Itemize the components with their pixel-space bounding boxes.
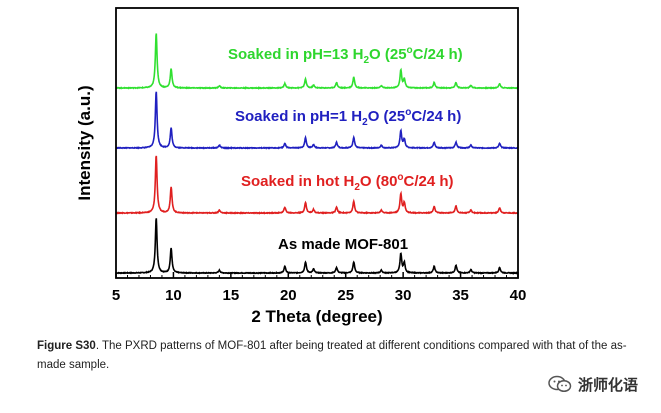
series-label: Soaked in hot H2O (80oC/24 h): [241, 172, 454, 193]
series-label-part: As made MOF-801: [278, 236, 408, 253]
series-label-part: C/24 h): [413, 46, 463, 63]
figure-caption: Figure S30. The PXRD patterns of MOF-801…: [37, 337, 627, 375]
plot-frame: [115, 7, 519, 279]
series-label: Soaked in pH=13 H2O (25oC/24 h): [228, 45, 463, 66]
x-tick-label: 35: [452, 287, 469, 304]
watermark: 浙师化语: [548, 372, 658, 396]
series-line: [115, 218, 519, 275]
watermark-text: 浙师化语: [578, 375, 639, 394]
figure-caption-text: . The PXRD patterns of MOF-801 after bei…: [37, 340, 627, 371]
series-label-part: 2: [362, 117, 368, 128]
y-axis-label: Intensity (a.u.): [75, 85, 94, 200]
series-label-part: 2: [354, 182, 360, 193]
series-label-part: Soaked in pH=13 H: [228, 46, 363, 63]
x-tick-label: 15: [223, 287, 240, 304]
figure-caption-label: Figure S30: [37, 340, 96, 352]
series-label-part: C/24 h): [411, 108, 461, 125]
series-label-part: o: [407, 45, 413, 56]
series-label-part: O (25: [368, 108, 406, 125]
x-tick-label: 5: [112, 287, 120, 304]
series-line: [115, 155, 519, 215]
series-label: Soaked in pH=1 H2O (25oC/24 h): [235, 107, 461, 128]
series-label-part: Soaked in pH=1 H: [235, 108, 362, 125]
series-label-part: O (25: [369, 46, 407, 63]
traces-group: [115, 33, 519, 275]
series-label-part: o: [397, 172, 403, 183]
series-label: As made MOF-801: [278, 236, 408, 253]
x-tick-label: 40: [510, 287, 527, 304]
x-axis-ticks: 5 10 15 20 25 30 35 40: [112, 272, 527, 304]
series-label-part: Soaked in hot H: [241, 173, 354, 190]
x-tick-label: 25: [337, 287, 354, 304]
series-line: [115, 91, 519, 150]
x-tick-label: 20: [280, 287, 297, 304]
series-label-part: C/24 h): [404, 173, 454, 190]
series-label-part: O (80: [360, 173, 398, 190]
x-tick-label: 10: [165, 287, 182, 304]
series-line: [115, 33, 519, 90]
x-tick-label: 30: [395, 287, 412, 304]
wechat-icon: [548, 375, 572, 393]
series-label-part: 2: [363, 55, 369, 66]
series-label-part: o: [405, 107, 411, 118]
x-axis-label: 2 Theta (degree): [251, 307, 382, 326]
